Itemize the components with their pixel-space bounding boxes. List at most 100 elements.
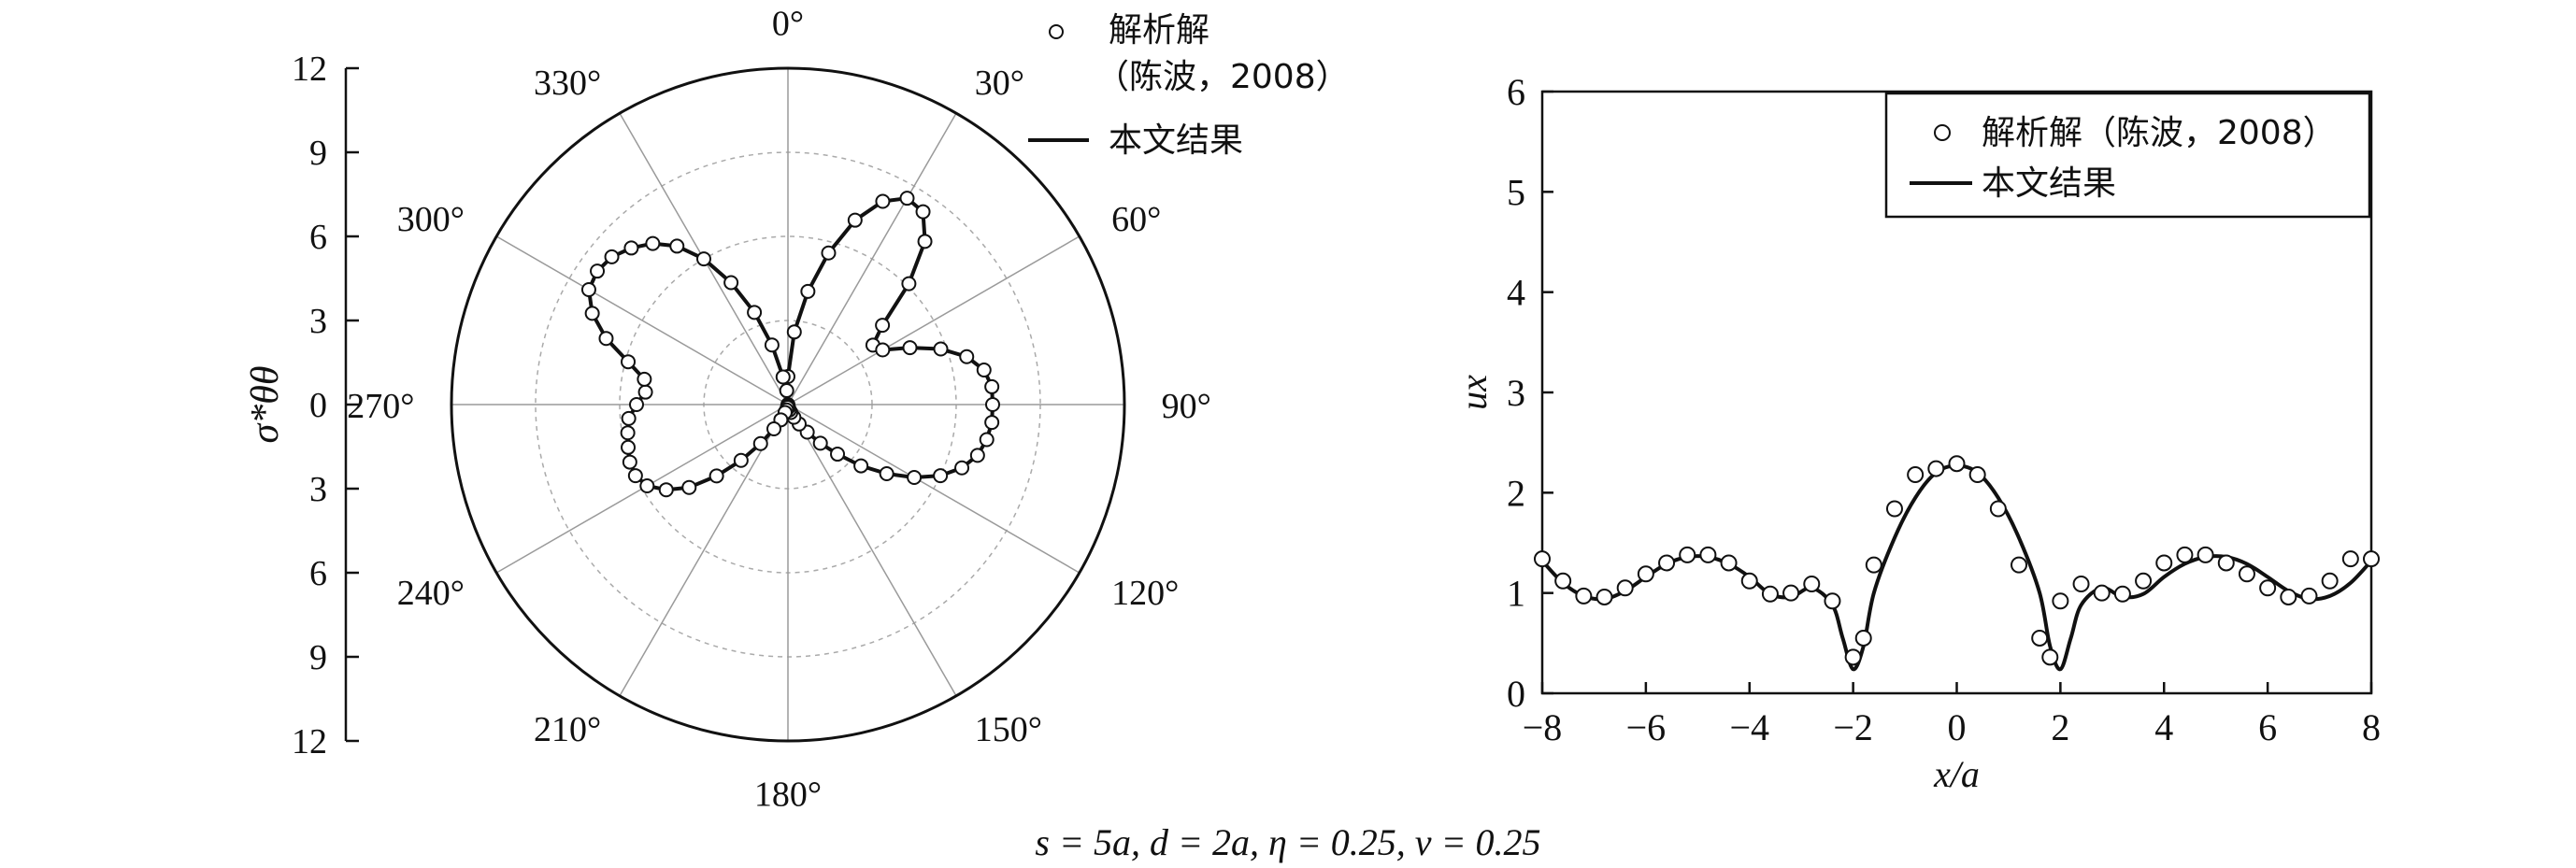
- polar-data-point: [786, 324, 802, 340]
- line-legend-label: 本文结果: [1982, 164, 2116, 203]
- x-tick-label: −2: [1833, 706, 1873, 748]
- polar-data-point: [733, 452, 749, 468]
- radial-tick-label: 12: [292, 722, 327, 761]
- polar-angle-tick-label: 330°: [534, 64, 601, 103]
- polar-data-point: [764, 337, 780, 353]
- polar-data-point: [976, 363, 992, 378]
- line-data-point: [2300, 587, 2318, 605]
- polar-data-point: [627, 468, 643, 484]
- polar-data-point: [899, 191, 915, 206]
- polar-data-point: [847, 212, 863, 228]
- y-tick-label: 4: [1507, 272, 1525, 314]
- polar-data-point: [959, 349, 975, 364]
- polar-data-point: [875, 318, 891, 334]
- polar-angle-tick-label: 210°: [534, 710, 601, 749]
- y-tick-label: 2: [1507, 472, 1525, 514]
- line-data-point: [2197, 546, 2214, 563]
- polar-data-point: [933, 341, 949, 357]
- line-data-point: [2280, 588, 2297, 605]
- line-data-point: [1616, 579, 1634, 597]
- line-data-point: [1761, 585, 1779, 603]
- line-legend-marker-circle: [1934, 124, 1951, 141]
- x-tick-label: 0: [1948, 706, 1967, 748]
- line-data-point: [2217, 554, 2235, 572]
- polar-data-point: [639, 478, 655, 493]
- polar-data-point: [723, 275, 739, 291]
- line-data-point: [1907, 466, 1925, 484]
- polar-data-point: [933, 468, 949, 484]
- polar-data-point: [708, 468, 724, 484]
- polar-data-point: [747, 305, 763, 320]
- x-tick-label: −8: [1523, 706, 1563, 748]
- polar-data-point: [623, 240, 639, 256]
- line-data-point: [1534, 550, 1551, 568]
- polar-data-point: [812, 435, 828, 451]
- polar-outer-circle: [450, 66, 1126, 743]
- line-data-point: [1782, 584, 1800, 602]
- polar-legend-label: 本文结果: [1109, 121, 1243, 160]
- polar-angle-tick-label: 120°: [1111, 574, 1179, 613]
- polar-data-point: [622, 454, 637, 470]
- line-data-point: [1865, 556, 1882, 574]
- line-data-point: [1679, 546, 1696, 563]
- polar-spoke: [787, 112, 957, 406]
- polar-data-point: [645, 235, 661, 251]
- radial-tick-label: 9: [309, 134, 327, 173]
- polar-data-point: [598, 331, 614, 347]
- polar-angle-tick-label: 270°: [347, 387, 414, 426]
- line-data-point: [1554, 572, 1572, 590]
- line-data-point: [1989, 500, 2007, 518]
- polar-angle-tick-label: 300°: [397, 200, 465, 239]
- y-tick-label: 0: [1507, 673, 1525, 715]
- polar-angle-tick-label: 150°: [975, 710, 1042, 749]
- polar-data-point: [629, 397, 644, 412]
- figure-caption: s = 5a, d = 2a, η = 0.25, v = 0.25: [1035, 821, 1540, 863]
- radial-tick-label: 12: [292, 50, 327, 89]
- polar-data-point: [915, 204, 931, 220]
- polar-data-point: [902, 340, 918, 356]
- line-data-point: [2011, 556, 2028, 574]
- polar-data-point: [681, 479, 697, 495]
- radial-tick-label: 3: [309, 470, 327, 509]
- x-tick-label: 8: [2362, 706, 2381, 748]
- polar-data-point: [766, 420, 781, 436]
- line-legend-label: 解析解（陈波，2008）: [1982, 114, 2337, 152]
- radial-tick-label: 3: [309, 302, 327, 341]
- line-data-point: [1803, 576, 1821, 593]
- x-axis-label: x/a: [1933, 753, 1980, 795]
- polar-data-point: [907, 470, 923, 485]
- y-axis-label: ux: [1453, 375, 1495, 410]
- line-data-point: [1844, 648, 1862, 666]
- line-data-point: [2155, 554, 2173, 572]
- polar-data-point: [620, 425, 636, 441]
- polar-data-point: [984, 415, 1000, 431]
- polar-data-point: [917, 234, 933, 249]
- line-data-point: [2363, 550, 2380, 568]
- polar-data-point: [830, 447, 846, 462]
- line-data-point: [1575, 587, 1593, 605]
- x-tick-label: 4: [2154, 706, 2173, 748]
- line-data-point: [1948, 455, 1966, 473]
- x-tick-label: −6: [1626, 706, 1667, 748]
- line-data-point: [2041, 648, 2059, 666]
- line-data-point: [2341, 550, 2359, 568]
- polar-angle-tick-label: 0°: [772, 4, 804, 43]
- line-data-point: [1596, 588, 1613, 605]
- line-data-point: [2259, 579, 2277, 597]
- polar-data-point: [979, 432, 995, 448]
- polar-legend-label: （陈波，2008）: [1095, 58, 1350, 96]
- polar-data-point: [658, 482, 674, 498]
- polar-spoke: [787, 404, 1080, 574]
- y-tick-label: 3: [1507, 372, 1525, 414]
- polar-angle-tick-label: 90°: [1162, 387, 1211, 426]
- line-data-point: [2031, 629, 2049, 647]
- polar-legend-label: 解析解: [1109, 11, 1209, 50]
- line-data-point: [1740, 572, 1758, 590]
- line-chart: −8 −6 −4 −2 0 2 4 6 8 0 1 2 3 4 5 6 x/a ux 解析解（陈波，2008） 本文结…: [1453, 71, 2381, 795]
- polar-data-point: [775, 369, 791, 385]
- line-data-point: [1927, 460, 1945, 477]
- polar-data-point: [779, 383, 794, 399]
- polar-data-point: [985, 397, 1000, 412]
- polar-data-point: [580, 282, 596, 297]
